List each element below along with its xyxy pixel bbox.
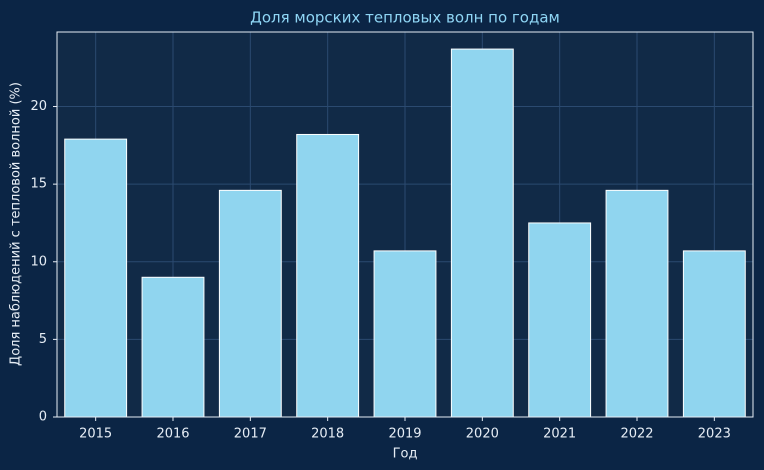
y-tick-label: 0 bbox=[39, 410, 47, 425]
bar bbox=[373, 250, 437, 418]
bar bbox=[528, 222, 592, 418]
x-tick-label: 2019 bbox=[388, 427, 421, 442]
y-tick-label: 10 bbox=[30, 254, 47, 269]
bar bbox=[218, 189, 282, 418]
bar bbox=[450, 48, 514, 418]
x-tick-label: 2023 bbox=[698, 427, 731, 442]
x-axis-label: Год bbox=[393, 447, 418, 462]
bar bbox=[605, 189, 669, 418]
x-tick-label: 2018 bbox=[311, 427, 344, 442]
x-tick-label: 2020 bbox=[466, 427, 499, 442]
x-tick-label: 2016 bbox=[156, 427, 189, 442]
bar bbox=[296, 133, 360, 418]
bar bbox=[141, 276, 205, 418]
y-tick-label: 5 bbox=[39, 332, 47, 347]
y-axis-label: Доля наблюдений с тепловой волной (%) bbox=[9, 82, 24, 366]
x-tick-label: 2022 bbox=[620, 427, 653, 442]
x-tick-label: 2017 bbox=[234, 427, 267, 442]
y-tick-label: 15 bbox=[30, 177, 47, 192]
bar bbox=[682, 250, 746, 418]
chart-title: Доля морских тепловых волн по годам bbox=[250, 9, 560, 27]
x-tick-label: 2015 bbox=[79, 427, 112, 442]
bar bbox=[64, 138, 128, 418]
y-tick-label: 20 bbox=[30, 99, 47, 114]
x-tick-label: 2021 bbox=[543, 427, 576, 442]
